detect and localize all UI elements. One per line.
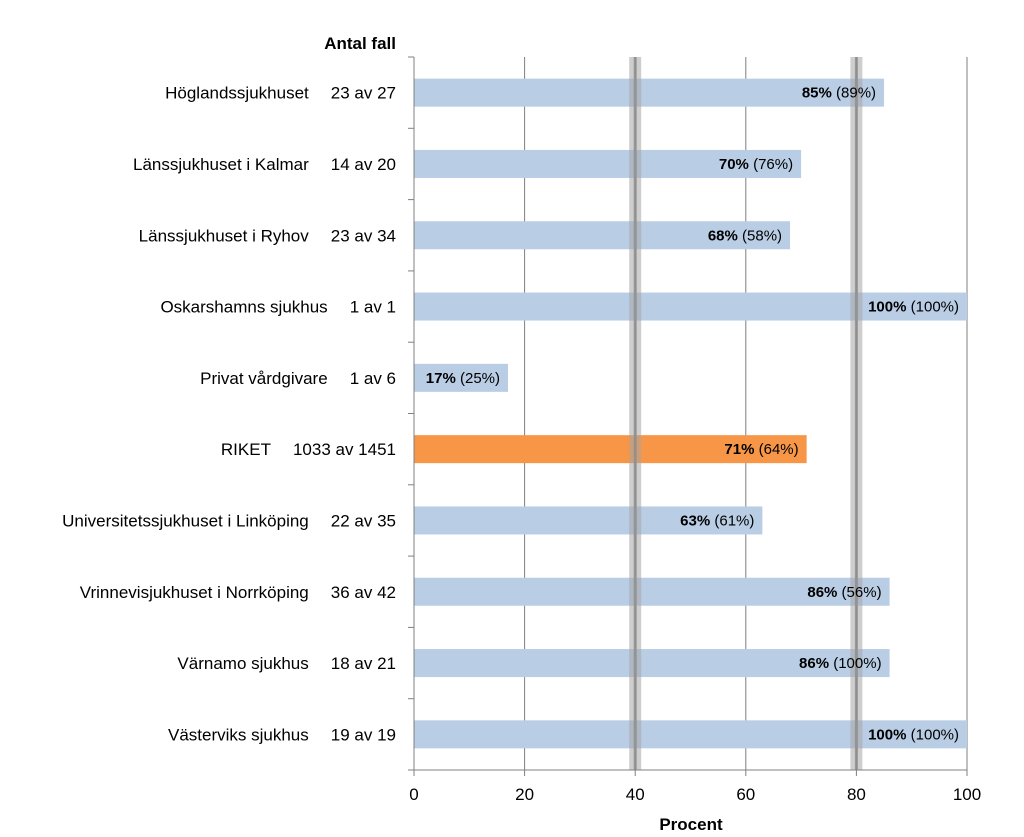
category-label: Västerviks sjukhus xyxy=(168,725,309,744)
bar xyxy=(414,435,807,464)
value-label-previous: (58%) xyxy=(738,227,782,244)
value-label: 86% (56%) xyxy=(807,584,881,601)
count-label: 18 av 21 xyxy=(331,654,396,673)
category-label: Universitetssjukhuset i Linköping xyxy=(62,511,309,530)
bar xyxy=(414,506,763,535)
category-label: Privat vårdgivare xyxy=(200,369,328,388)
value-label-current: 71% xyxy=(724,441,754,458)
value-label: 68% (58%) xyxy=(708,227,782,244)
bar xyxy=(414,149,802,178)
x-tick-label: 100 xyxy=(953,785,981,804)
value-label-previous: (61%) xyxy=(710,512,754,529)
bar xyxy=(414,78,885,107)
bar xyxy=(414,649,890,678)
x-tick-label: 20 xyxy=(515,785,534,804)
value-label-current: 68% xyxy=(708,227,738,244)
value-label-previous: (64%) xyxy=(754,441,798,458)
bar xyxy=(414,221,791,250)
x-tick-label: 40 xyxy=(626,785,645,804)
value-label-current: 86% xyxy=(799,655,829,672)
value-label-previous: (100%) xyxy=(906,299,959,316)
bar xyxy=(414,363,509,392)
value-label: 17% (25%) xyxy=(426,370,500,387)
value-label: 85% (89%) xyxy=(802,85,876,102)
x-tick-label: 0 xyxy=(409,785,418,804)
category-label: RIKET xyxy=(221,440,271,459)
value-label: 100% (100%) xyxy=(868,299,959,316)
value-label-previous: (25%) xyxy=(456,370,500,387)
x-tick-label: 80 xyxy=(847,785,866,804)
value-label-current: 86% xyxy=(807,584,837,601)
category-label: Oskarshamns sjukhus xyxy=(160,298,327,317)
value-label-current: 100% xyxy=(868,299,906,316)
value-label-current: 100% xyxy=(868,726,906,743)
count-label: 36 av 42 xyxy=(331,583,396,602)
value-label-current: 70% xyxy=(719,156,749,173)
reference-lines xyxy=(629,57,863,770)
count-column-header: Antal fall xyxy=(324,34,396,53)
axes xyxy=(408,56,968,776)
category-label: Länssjukhuset i Kalmar xyxy=(133,155,309,174)
count-label: 23 av 34 xyxy=(331,226,396,245)
category-label: Vrinnevisjukhuset i Norrköping xyxy=(80,583,309,602)
count-label: 1 av 1 xyxy=(350,298,396,317)
value-label: 71% (64%) xyxy=(724,441,798,458)
value-label-current: 85% xyxy=(802,85,832,102)
bar xyxy=(414,292,967,321)
count-label: 1 av 6 xyxy=(350,369,396,388)
x-tick-label: 60 xyxy=(736,785,755,804)
value-label-previous: (56%) xyxy=(837,584,881,601)
count-label: 22 av 35 xyxy=(331,511,396,530)
bar xyxy=(414,720,967,749)
category-label: Värnamo sjukhus xyxy=(177,654,308,673)
value-label-previous: (100%) xyxy=(829,655,882,672)
value-label-current: 17% xyxy=(426,370,456,387)
value-label-previous: (100%) xyxy=(906,726,959,743)
count-label: 19 av 19 xyxy=(331,725,396,744)
value-label-current: 63% xyxy=(680,512,710,529)
count-label: 14 av 20 xyxy=(331,155,396,174)
labels: 0 20 40 60 80 100 23 av 27 Höglandssjukhuset 85%… xyxy=(62,84,981,804)
value-label: 70% (76%) xyxy=(719,156,793,173)
category-label: Höglandssjukhuset xyxy=(165,84,309,103)
value-label-previous: (76%) xyxy=(749,156,793,173)
value-label: 63% (61%) xyxy=(680,512,754,529)
count-label: 23 av 27 xyxy=(331,84,396,103)
value-label: 86% (100%) xyxy=(799,655,882,672)
bars xyxy=(414,78,967,749)
value-label: 100% (100%) xyxy=(868,726,959,743)
bar xyxy=(414,577,890,606)
x-axis-title: Procent xyxy=(659,815,723,834)
category-label: Länssjukhuset i Ryhov xyxy=(139,226,310,245)
count-label: 1033 av 1451 xyxy=(293,440,396,459)
value-label-previous: (89%) xyxy=(832,85,876,102)
